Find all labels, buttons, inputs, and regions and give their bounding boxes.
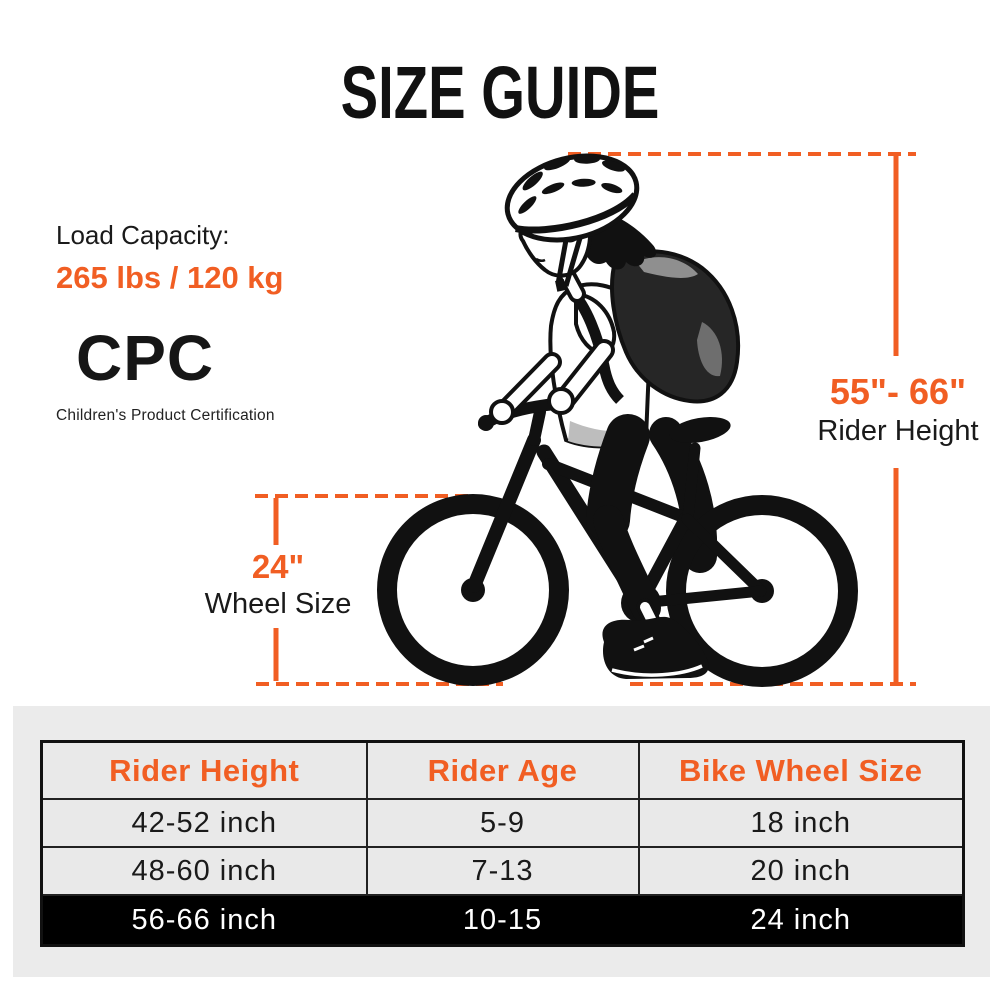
- fork: [467, 433, 541, 593]
- sneaker-sole: [611, 664, 703, 677]
- backpack-highlight-side: [697, 322, 722, 377]
- cell-rider-age: 5-9: [365, 798, 640, 848]
- backpack-highlight-top: [636, 257, 698, 278]
- load-capacity-value: 265 lbs / 120 kg: [56, 260, 284, 295]
- rider-sneaker: [602, 616, 709, 679]
- wheel-size-dimension-label: 24" Wheel Size: [180, 548, 376, 622]
- chain-stay: [635, 585, 767, 609]
- cpc-certification-full-text: Children's Product Certification: [56, 407, 275, 424]
- near-hand: [547, 387, 575, 415]
- rider-height-value: 55"- 66": [829, 371, 967, 412]
- header-bike-wheel-size: Bike Wheel Size: [637, 740, 965, 800]
- cell-rider-height: 56-66 inch: [40, 894, 368, 947]
- table-row-highlighted: 56-66 inch 10-15 24 inch: [40, 894, 965, 947]
- cell-wheel-size: 20 inch: [637, 846, 965, 896]
- load-capacity-label: Load Capacity:: [56, 220, 230, 250]
- rider-shin: [593, 505, 661, 623]
- header-rider-height: Rider Height: [40, 740, 368, 800]
- cell-wheel-size: 18 inch: [637, 798, 965, 848]
- helmet: [504, 153, 640, 243]
- sneaker-laces: [633, 636, 654, 652]
- page-title: SIZE GUIDE: [340, 51, 660, 134]
- size-table-header-row: Rider Height Rider Age Bike Wheel Size: [40, 740, 965, 800]
- helmet-strap: [555, 237, 583, 287]
- cell-rider-height: 48-60 inch: [40, 846, 368, 896]
- saddle: [669, 417, 731, 443]
- rider-arms: [489, 339, 615, 425]
- stem: [528, 406, 546, 446]
- seat-stay: [681, 513, 767, 597]
- rider-mouth: [535, 257, 546, 263]
- handlebar-end: [478, 415, 494, 431]
- table-row: 48-60 inch 7-13 20 inch: [40, 846, 965, 896]
- info-block: Load Capacity: 265 lbs / 120 kg CPC Chil…: [56, 220, 283, 425]
- rider: [489, 153, 741, 679]
- cell-rider-age: 7-13: [365, 846, 640, 896]
- cell-rider-height: 42-52 inch: [40, 798, 368, 848]
- wheel-size-value: 24": [251, 548, 305, 585]
- cell-rider-age: 10-15: [365, 894, 640, 947]
- rider-height-dimension-label: 55"- 66" Rider Height: [788, 372, 1000, 448]
- wheel-size-text: Wheel Size: [204, 588, 352, 621]
- rear-wheel: [666, 495, 858, 687]
- cpc-certification-mark: CPC: [76, 322, 215, 394]
- far-hand: [489, 399, 515, 425]
- header-rider-age: Rider Age: [365, 740, 640, 800]
- seat-post: [682, 442, 701, 524]
- cell-wheel-size: 24 inch: [637, 894, 965, 947]
- size-table: Rider Height Rider Age Bike Wheel Size 4…: [40, 740, 965, 947]
- rider-height-text: Rider Height: [817, 414, 979, 447]
- table-row: 42-52 inch 5-9 18 inch: [40, 798, 965, 848]
- front-wheel: [377, 494, 569, 686]
